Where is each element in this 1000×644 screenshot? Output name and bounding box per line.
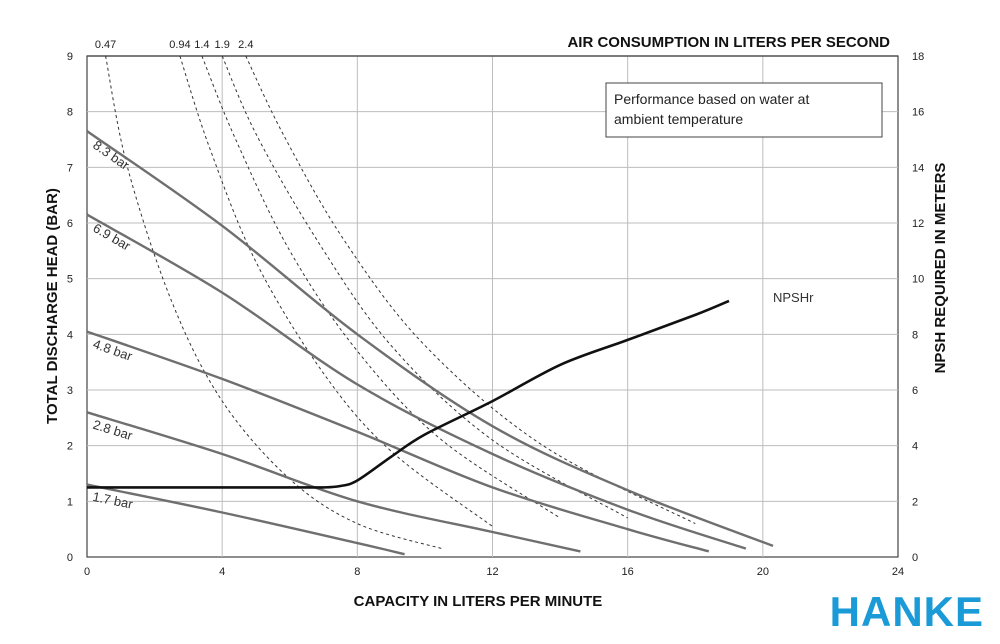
pressure-label: 6.9 bar [91, 220, 134, 254]
x-tick-label: 8 [354, 566, 360, 578]
pressure-curve-1.7-bar [86, 483, 405, 556]
air-consumption-labels: 0.47 0.94 1.4 1.9 2.4 [95, 39, 254, 51]
y-tick-label: 8 [67, 107, 73, 119]
note-line-2: ambient temperature [614, 111, 743, 127]
air-label-0.47: 0.47 [95, 39, 116, 51]
y2-tick-label: 8 [912, 329, 918, 341]
npshr-curve [87, 299, 730, 489]
y2-tick-label: 2 [912, 496, 918, 508]
air-curve-1.9 [221, 55, 628, 519]
pressure-curve-2.8-bar [86, 411, 581, 553]
y2-tick-label: 0 [912, 552, 918, 564]
x-tick-label: 0 [84, 566, 90, 578]
y-tick-label: 5 [67, 274, 73, 286]
air-curve-1.4 [201, 55, 561, 519]
x-tick-label: 16 [622, 566, 634, 578]
air-curve-2.4 [245, 55, 696, 525]
y-ticks: 0 1 2 3 4 5 6 7 8 9 [67, 51, 73, 564]
npshr-curve-group [87, 299, 730, 489]
y-tick-label: 4 [67, 329, 73, 341]
y2-tick-label: 16 [912, 107, 924, 119]
y-tick-label: 6 [67, 218, 73, 230]
y-tick-label: 7 [67, 162, 73, 174]
y2-tick-label: 4 [912, 441, 918, 453]
pressure-curve-4.8-bar [86, 330, 710, 553]
y2-tick-label: 12 [912, 218, 924, 230]
x-tick-label: 20 [757, 566, 769, 578]
note-line-1: Performance based on water at [614, 91, 809, 107]
y2-axis-title: NPSH REQUIRED IN METERS [932, 163, 949, 374]
y-tick-label: 3 [67, 385, 73, 397]
x-tick-label: 12 [486, 566, 498, 578]
x-tick-label: 24 [892, 566, 904, 578]
air-curve-0.47 [105, 55, 442, 550]
y-tick-label: 2 [67, 441, 73, 453]
air-label-2.4: 2.4 [238, 39, 253, 51]
air-label-0.94: 0.94 [169, 39, 190, 51]
x-tick-label: 4 [219, 566, 225, 578]
y-axis-title: TOTAL DISCHARGE HEAD (BAR) [44, 188, 61, 424]
pressure-curve-8.3-bar [86, 130, 774, 548]
y2-tick-label: 6 [912, 385, 918, 397]
grid [87, 55, 898, 557]
air-label-1.9: 1.9 [215, 39, 230, 51]
y2-ticks: 0 2 4 6 8 10 12 14 16 18 [912, 51, 924, 564]
y2-tick-label: 14 [912, 162, 924, 174]
brand-logo: HANKE [829, 588, 984, 635]
y2-tick-label: 10 [912, 274, 924, 286]
air-label-1.4: 1.4 [194, 39, 209, 51]
y-tick-label: 0 [67, 552, 73, 564]
y-tick-label: 1 [67, 496, 73, 508]
top-axis-title: AIR CONSUMPTION IN LITERS PER SECOND [567, 34, 890, 51]
x-axis-title: CAPACITY IN LITERS PER MINUTE [354, 593, 603, 610]
pressure-curve-6.9-bar [86, 213, 747, 550]
note-box: Performance based on water at ambient te… [605, 82, 883, 138]
y2-tick-label: 18 [912, 51, 924, 63]
x-ticks: 0 4 8 12 16 20 24 [84, 566, 904, 578]
y-tick-label: 9 [67, 51, 73, 63]
npshr-label: NPSHr [773, 290, 814, 305]
